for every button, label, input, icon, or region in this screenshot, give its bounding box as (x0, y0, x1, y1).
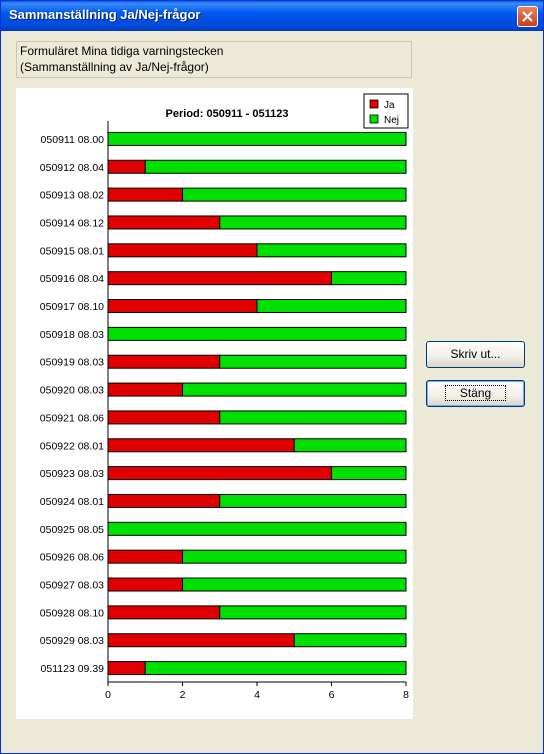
bar-nej (256, 299, 407, 314)
category-label: 050921 08.06 (40, 412, 104, 424)
category-label: 050929 08.03 (40, 635, 104, 647)
bar-ja (107, 354, 221, 369)
bar-nej (182, 187, 407, 202)
legend-label-nej: Nej (384, 115, 399, 126)
category-label: 050920 08.03 (40, 385, 104, 397)
bar-nej (107, 131, 407, 146)
legend-swatch-nej (369, 114, 379, 124)
chart-title: Period: 050911 - 051123 (166, 108, 289, 120)
bar-ja (107, 243, 258, 258)
bar-ja (107, 466, 332, 481)
bar-ja (107, 633, 295, 648)
bar-nej (182, 549, 407, 564)
category-label: 050914 08.12 (40, 217, 104, 229)
bar-nej (256, 243, 407, 258)
title-bar[interactable]: Sammanställning Ja/Nej-frågor (1, 1, 543, 31)
category-label: 050917 08.10 (40, 301, 104, 313)
bar-nej (219, 410, 407, 425)
bar-ja (107, 493, 221, 508)
category-label: 050912 08.04 (40, 162, 104, 174)
legend-label-ja: Ja (384, 100, 395, 111)
chart-panel: Period: 050911 - 051123 Ja Nej 050911 08.00… (16, 88, 413, 719)
window-title: Sammanställning Ja/Nej-frågor (9, 7, 201, 22)
x-tick-label: 4 (254, 689, 260, 701)
category-label: 050925 08.05 (40, 524, 104, 536)
category-label: 050911 08.00 (41, 134, 105, 146)
bar-nej (331, 271, 407, 286)
category-label: 051123 09.39 (41, 663, 105, 675)
print-button[interactable]: Skriv ut... (426, 341, 525, 368)
bar-ja (107, 605, 221, 620)
category-label: 050915 08.01 (40, 245, 104, 257)
category-label: 050927 08.03 (40, 580, 104, 592)
chart-legend: Ja Nej (363, 93, 409, 129)
legend-swatch-ja (369, 99, 379, 109)
bar-nej (144, 661, 407, 676)
x-tick-label: 2 (180, 689, 186, 701)
x-tick-label: 8 (403, 689, 409, 701)
bar-ja (107, 271, 332, 286)
bar-nej (331, 466, 407, 481)
bar-chart: Period: 050911 - 051123 Ja Nej 050911 08.00… (40, 93, 409, 701)
close-button[interactable]: Stäng (426, 380, 525, 407)
category-label: 050923 08.03 (40, 468, 104, 480)
x-tick-label: 0 (105, 689, 111, 701)
bar-nej (144, 159, 407, 174)
form-name: Formuläret Mina tidiga varningstecken (20, 44, 224, 58)
bar-ja (107, 215, 221, 230)
bar-ja (107, 549, 183, 564)
category-label: 050928 08.10 (40, 607, 104, 619)
bar-nej (219, 493, 407, 508)
bar-nej (107, 521, 407, 536)
form-subtitle: (Sammanställning av Ja/Nej-frågor) (20, 60, 209, 74)
bar-nej (219, 354, 407, 369)
bar-nej (182, 577, 407, 592)
category-label: 050919 08.03 (40, 357, 104, 369)
x-tick-label: 6 (329, 689, 335, 701)
bar-nej (293, 633, 407, 648)
category-label: 050916 08.04 (40, 273, 104, 285)
close-button-label: Stäng (444, 385, 507, 401)
bar-nej (107, 326, 407, 341)
close-window-button[interactable] (517, 6, 538, 27)
bar-ja (107, 299, 258, 314)
category-label: 050922 08.01 (40, 440, 104, 452)
category-label: 050913 08.02 (40, 190, 104, 202)
category-label: 050926 08.06 (40, 552, 104, 564)
bar-nej (182, 382, 407, 397)
form-info-box: Formuläret Mina tidiga varningstecken (S… (16, 41, 412, 78)
bar-nej (293, 438, 407, 453)
bar-ja (107, 438, 295, 453)
bar-ja (107, 661, 146, 676)
bar-ja (107, 382, 183, 397)
close-icon (522, 11, 533, 22)
bar-ja (107, 577, 183, 592)
category-label: 050918 08.03 (40, 329, 104, 341)
bar-nej (219, 215, 407, 230)
category-label: 050924 08.01 (40, 496, 104, 508)
bar-nej (219, 605, 407, 620)
bar-ja (107, 187, 183, 202)
bar-ja (107, 159, 146, 174)
bar-ja (107, 410, 221, 425)
